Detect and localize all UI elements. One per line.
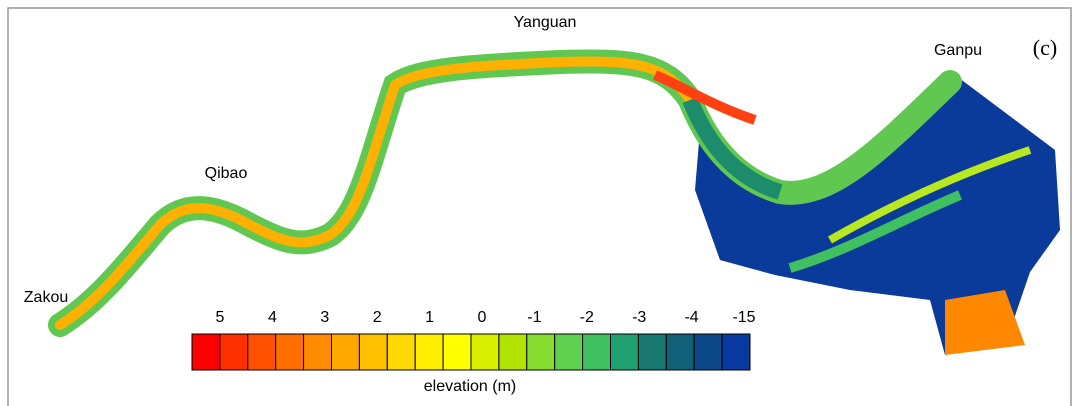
legend-swatch <box>219 333 249 371</box>
panel-label: (c) <box>1033 35 1057 60</box>
legend-tick-label: 5 <box>216 309 225 326</box>
place-label: Zakou <box>24 289 68 306</box>
channel-shoal <box>55 56 695 330</box>
legend-swatch <box>498 333 528 371</box>
legend-tick-label: 0 <box>478 309 487 326</box>
frame <box>7 7 1072 406</box>
legend-swatch <box>610 333 639 371</box>
place-label: Qibao <box>205 165 248 182</box>
legend-swatch <box>358 333 388 371</box>
legend-swatch <box>721 333 751 371</box>
channel-deep <box>682 96 783 200</box>
legend-swatch <box>526 333 556 371</box>
legend-swatch <box>275 333 305 371</box>
sand-bar <box>828 146 1032 244</box>
sand-bar <box>788 190 962 273</box>
legend-swatch <box>303 333 333 371</box>
river <box>48 49 1060 355</box>
legend-tick-label: -15 <box>732 309 755 326</box>
legend-swatch <box>693 333 723 371</box>
place-label: Yanguan <box>514 14 577 31</box>
legend-swatch <box>247 333 277 371</box>
legend-swatch <box>386 333 416 371</box>
legend-tick-label: 1 <box>425 309 434 326</box>
tidal-flat <box>945 290 1025 355</box>
shoal <box>653 70 757 125</box>
legend-tick-label: -1 <box>527 309 541 326</box>
legend-swatch <box>554 333 584 371</box>
legend-tick-label: 2 <box>373 309 382 326</box>
channel <box>48 49 962 337</box>
legend-swatch <box>665 333 695 371</box>
legend-swatch <box>637 333 667 371</box>
legend-title: elevation (m) <box>424 378 516 395</box>
legend: elevation (m) 5 4 3 2 1 0 -1 -2 -3 -4 -15 <box>191 309 756 395</box>
place-label: Ganpu <box>934 42 982 59</box>
legend-tick-label: -3 <box>632 309 646 326</box>
legend-tick-label: 4 <box>268 309 277 326</box>
legend-swatch <box>191 333 221 371</box>
legend-tick-label: 3 <box>320 309 329 326</box>
legend-swatch <box>414 333 444 371</box>
legend-swatch <box>331 333 360 371</box>
legend-tick-label: -2 <box>580 309 594 326</box>
legend-swatch <box>582 333 611 371</box>
legend-swatch <box>442 333 472 371</box>
legend-tick-label: -4 <box>684 309 698 326</box>
legend-swatch <box>470 333 500 371</box>
